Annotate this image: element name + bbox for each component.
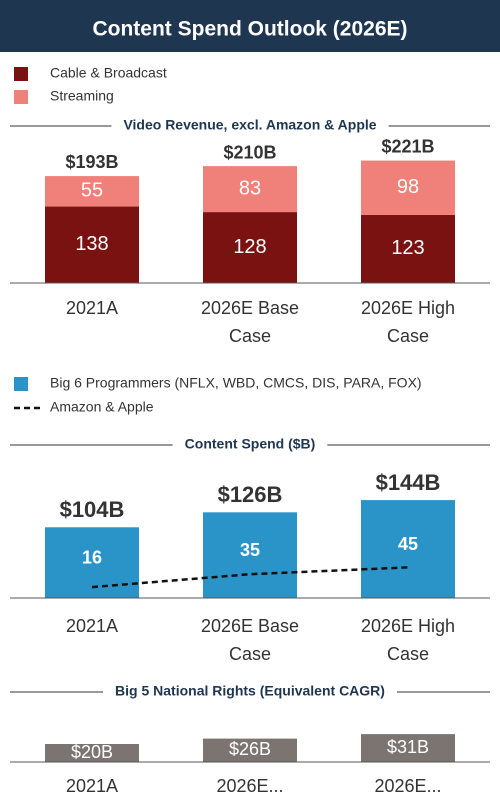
category-label: 2026E Base Case: [200, 616, 300, 664]
bar: [361, 214, 455, 283]
value-label: 45: [398, 534, 418, 554]
value-label: 123: [391, 237, 424, 259]
legend-swatch: [14, 67, 28, 81]
legend-label: Streaming: [50, 88, 114, 104]
value-label: 138: [75, 233, 108, 255]
category-label: 2026E...: [374, 776, 442, 796]
legend-swatch: [14, 377, 28, 391]
value-label: $144B: [376, 470, 441, 495]
value-label: $126B: [218, 482, 283, 507]
bar: [361, 160, 455, 215]
value-label: 35: [240, 540, 260, 560]
section-title: Content Spend ($B): [185, 436, 316, 452]
bar: [203, 166, 297, 213]
bar: [361, 500, 455, 598]
section-title: Video Revenue, excl. Amazon & Apple: [123, 117, 376, 133]
bar: [45, 744, 139, 762]
bar: [45, 176, 139, 207]
value-label: 98: [397, 176, 419, 198]
bar: [361, 734, 455, 762]
header-title: Content Spend Outlook (2026E): [92, 18, 407, 41]
value-label: 55: [81, 180, 103, 202]
bar: [203, 512, 297, 598]
value-label: 16: [82, 547, 102, 567]
category-label: 2026E High Case: [360, 298, 456, 346]
category-label: 2026E High Case: [360, 616, 456, 664]
legend-label: Big 6 Programmers (NFLX, WBD, CMCS, DIS,…: [50, 375, 422, 391]
value-label: $104B: [60, 497, 125, 522]
legend-label: Amazon & Apple: [50, 399, 154, 415]
value-label: $20B: [71, 742, 113, 762]
value-label: $31B: [387, 737, 429, 757]
total-label: $193B: [65, 152, 118, 172]
bar: [45, 206, 139, 283]
category-label: 2026E...: [216, 776, 284, 796]
bar: [203, 738, 297, 762]
header-bar: [0, 0, 500, 52]
line-series: [91, 566, 409, 589]
value-label: 128: [233, 236, 266, 258]
category-label: 2021A: [65, 298, 119, 318]
total-label: $221B: [381, 136, 434, 156]
legend-swatch: [14, 90, 28, 104]
bar: [203, 212, 297, 283]
total-label: $210B: [223, 142, 276, 162]
category-label: 2026E Base Case: [200, 298, 300, 346]
legend-label: Cable & Broadcast: [50, 65, 167, 81]
section-title: Big 5 National Rights (Equivalent CAGR): [115, 683, 385, 699]
category-label: 2021A: [65, 776, 119, 796]
value-label: $26B: [229, 739, 271, 759]
value-label: 83: [239, 177, 261, 199]
category-label: 2021A: [65, 616, 119, 636]
